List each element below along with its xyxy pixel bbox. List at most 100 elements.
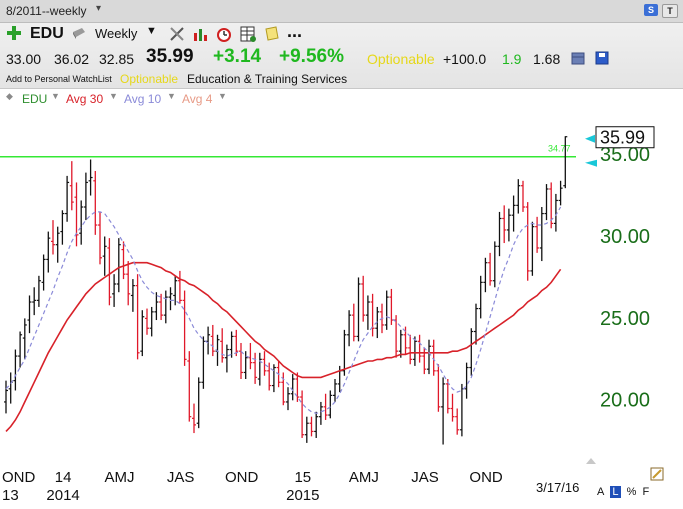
ohlc-bar xyxy=(27,295,32,334)
ohlc-bar xyxy=(243,351,248,380)
ohlc-bar xyxy=(441,377,446,445)
optionable-label-2: Optionable xyxy=(120,72,179,86)
period-caret-icon[interactable]: ▼ xyxy=(146,25,157,37)
ohlc-bar xyxy=(539,207,544,262)
scale-fit-button[interactable]: F xyxy=(642,486,650,498)
ohlc-bar xyxy=(558,180,563,206)
y-tick-label: 30.00 xyxy=(600,226,650,248)
ohlc-bar xyxy=(328,390,333,419)
ohlc-bar xyxy=(93,170,98,235)
current-price-label: 35.99 xyxy=(600,128,645,148)
ohlc-bar xyxy=(398,329,403,358)
horizontal-line-group[interactable]: 34.77 xyxy=(0,144,576,158)
ohlc-bar xyxy=(314,411,319,438)
optionable-label: Optionable xyxy=(367,51,435,67)
ohlc-bar xyxy=(483,257,488,293)
ohlc-bar xyxy=(262,351,267,376)
ohlc-bar xyxy=(220,328,225,363)
ohlc-bar xyxy=(422,347,427,375)
ohlc-bar xyxy=(98,211,102,265)
drawing-tools-icon[interactable] xyxy=(168,25,186,43)
ohlc-bar xyxy=(210,324,215,357)
x-tick-label: OND xyxy=(469,469,503,486)
text-badge-icon[interactable]: T xyxy=(662,4,678,18)
save-disk-icon[interactable] xyxy=(595,51,609,65)
scale-auto-button[interactable]: A xyxy=(597,486,605,498)
legend-avg10-caret-icon[interactable]: ▼ xyxy=(167,91,176,101)
ohlc-bar xyxy=(384,290,389,330)
ohlc-bar xyxy=(168,287,173,311)
notes-icon[interactable] xyxy=(263,25,281,43)
chart-header: 8/2011--weekly ▾ S T EDU Weekly ▼ ... xyxy=(0,0,683,89)
ohlc-bar xyxy=(177,270,182,304)
ohlc-bar xyxy=(112,274,117,307)
ohlc-bar xyxy=(154,292,159,321)
horizontal-line-label: 34.77 xyxy=(548,144,571,154)
ohlc-bar xyxy=(351,303,356,342)
legend-avg30[interactable]: Avg 30 xyxy=(66,92,104,106)
database-icon[interactable] xyxy=(571,51,585,65)
ohlc-bar xyxy=(394,315,399,358)
ohlc-bar xyxy=(281,372,286,406)
ohlc-bar xyxy=(309,416,314,437)
legend-avg30-caret-icon[interactable]: ▼ xyxy=(109,91,118,101)
legend-avg4[interactable]: Avg 4 xyxy=(182,92,213,106)
symbol-input[interactable]: EDU xyxy=(30,25,64,42)
window-menu-caret-icon[interactable]: ▾ xyxy=(96,3,102,14)
ohlc-bar xyxy=(126,261,131,306)
ohlc-bar xyxy=(525,202,530,281)
ohlc-bar xyxy=(347,310,352,347)
ohlc-bar xyxy=(196,377,201,429)
legend-caret-icon[interactable]: ◆ xyxy=(6,91,13,101)
ohlc-bar xyxy=(408,334,413,365)
period-select[interactable]: Weekly xyxy=(95,26,138,41)
ohlc-bar xyxy=(173,275,178,306)
ohlc-bar xyxy=(521,180,525,212)
scale-log-button[interactable]: L xyxy=(610,486,621,498)
ohlc-bar xyxy=(163,290,168,324)
x-year-label: 13 xyxy=(2,487,19,504)
x-tick-label: OND xyxy=(225,469,259,486)
legend-edu[interactable]: EDU xyxy=(22,92,48,106)
price-pointer-icon xyxy=(585,134,595,143)
legend-avg4-caret-icon[interactable]: ▼ xyxy=(218,91,227,101)
ohlc-bar xyxy=(464,362,469,399)
moving-averages xyxy=(5,206,562,432)
ohlc-bar xyxy=(459,383,464,437)
alarm-clock-icon[interactable] xyxy=(215,25,233,43)
ohlc-bar xyxy=(370,293,375,337)
scale-percent-button[interactable]: % xyxy=(626,486,637,498)
ohlc-bar xyxy=(544,184,549,221)
add-plus-icon[interactable] xyxy=(6,25,22,41)
ohlc-bar xyxy=(201,336,206,389)
ohlc-bar xyxy=(116,238,121,293)
ohlc-bar xyxy=(149,306,154,337)
table-grid-icon[interactable] xyxy=(239,25,257,43)
ohlc-bar xyxy=(445,379,450,414)
line-pointer-icon xyxy=(585,159,597,167)
scan-badge-icon[interactable]: S xyxy=(644,4,658,16)
legend-edu-caret-icon[interactable]: ▼ xyxy=(51,91,60,101)
ohlc-bar xyxy=(478,275,483,319)
ohlc-bar xyxy=(511,195,516,232)
ohlc-bar xyxy=(474,303,478,345)
indicators-chart-icon[interactable] xyxy=(192,25,210,43)
ohlc-bar xyxy=(107,238,112,306)
ohlc-bar xyxy=(18,331,23,368)
legend-avg10[interactable]: Avg 10 xyxy=(124,92,162,106)
ohlc-bar xyxy=(502,205,507,244)
ohlc-bar xyxy=(549,182,554,229)
ohlc-bar xyxy=(553,193,558,232)
avg30-line xyxy=(5,261,562,432)
add-watchlist-link[interactable]: Add to Personal WatchList xyxy=(6,74,112,84)
ohlc-bar xyxy=(145,308,149,335)
more-button[interactable]: ... xyxy=(287,21,303,41)
expand-arrow-icon[interactable] xyxy=(584,456,598,466)
quote-high: 36.02 xyxy=(54,51,90,67)
ohlc-bar xyxy=(417,334,422,363)
ohlc-bar xyxy=(516,179,521,214)
edit-pencil-icon[interactable] xyxy=(650,467,664,481)
lookup-icon[interactable] xyxy=(71,26,87,40)
